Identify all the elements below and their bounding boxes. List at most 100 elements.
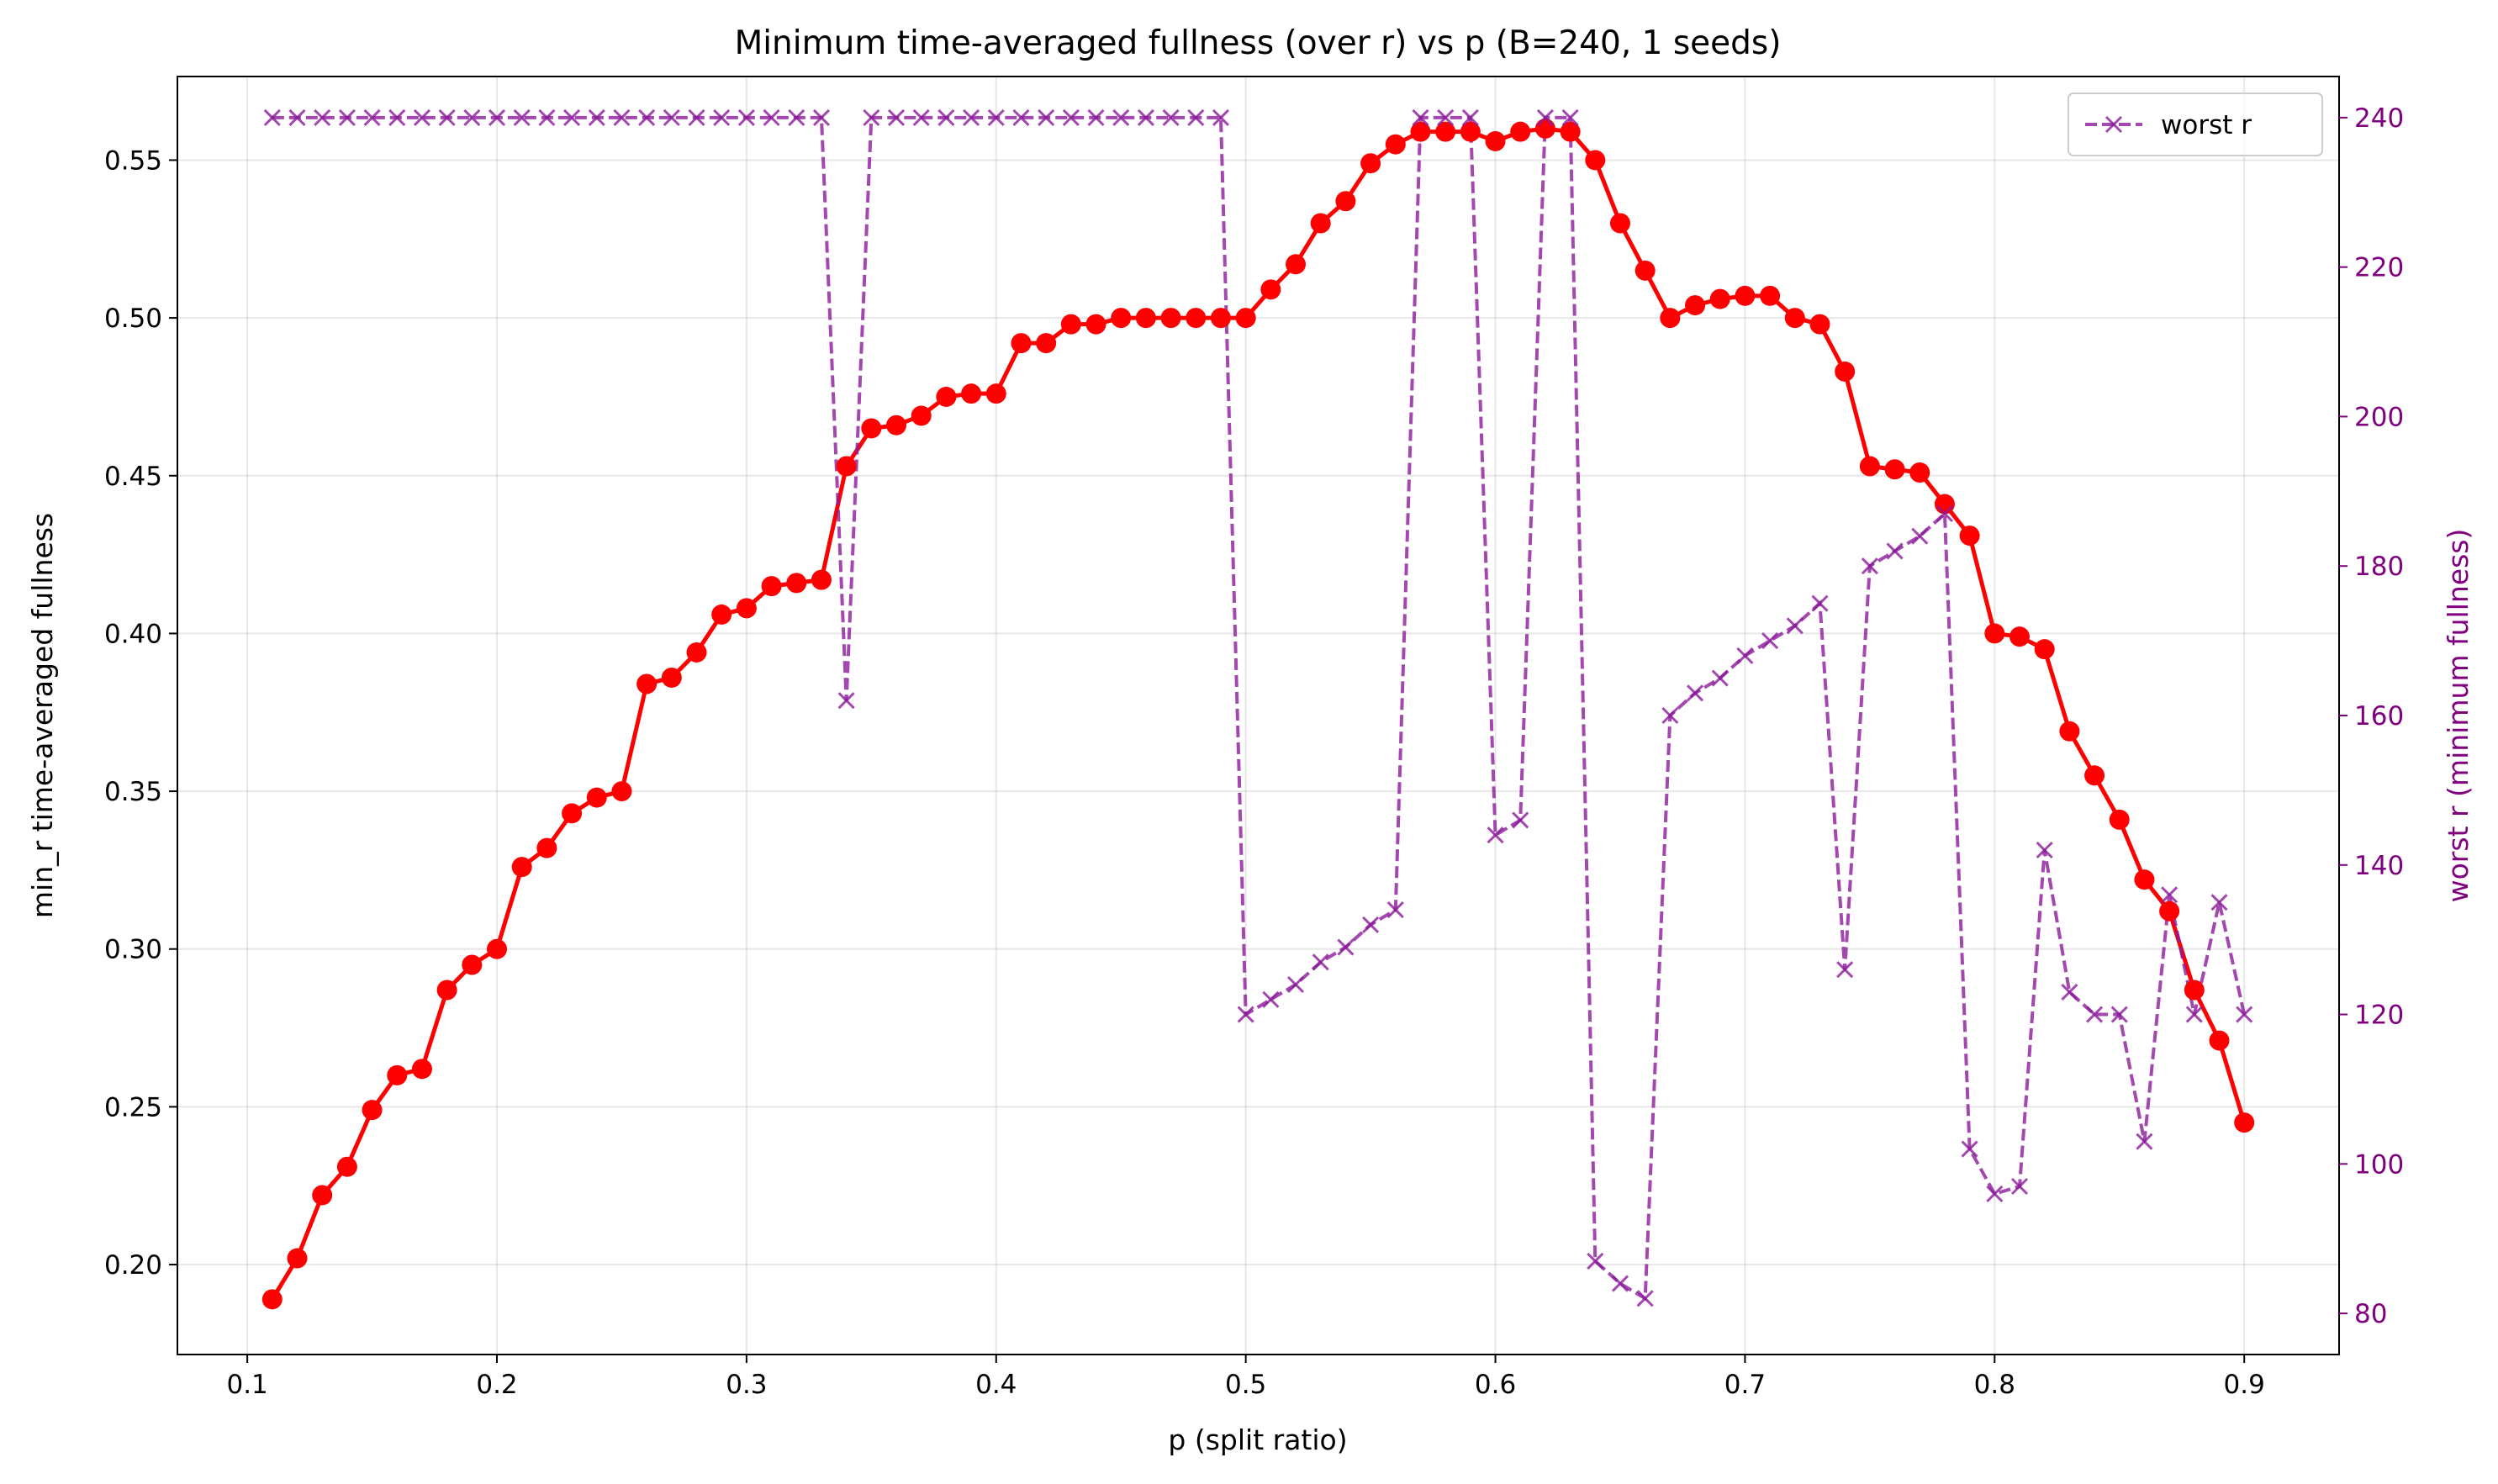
chart-title: Minimum time-averaged fullness (over r) … [735, 24, 1782, 62]
fullness-point [1809, 314, 1830, 335]
fullness-point [2159, 900, 2180, 922]
y-right-tick-label: 100 [2354, 1149, 2404, 1180]
worst-r-point [363, 108, 381, 126]
fullness-point [1135, 308, 1156, 329]
worst-r-point [488, 108, 506, 126]
worst-r-point [1711, 669, 1729, 687]
fullness-point [686, 642, 707, 663]
worst-r-point [638, 108, 656, 126]
y-right-tick-label: 240 [2354, 103, 2404, 134]
fullness-point [761, 576, 782, 597]
y-tick-label: 0.20 [104, 1250, 162, 1281]
worst-r-point [1811, 594, 1829, 612]
worst-r-point [2036, 841, 2053, 859]
fullness-point [1335, 191, 1356, 212]
fullness-point [661, 667, 682, 688]
worst-r-point [613, 108, 631, 126]
fullness-point [1235, 308, 1256, 329]
fullness-point [2084, 765, 2105, 786]
x-tick-label: 0.3 [726, 1370, 767, 1400]
fullness-point [586, 787, 607, 808]
fullness-point [1085, 314, 1106, 335]
fullness-point [287, 1248, 308, 1269]
worst-r-point [1362, 916, 1380, 933]
worst-r-point [1587, 1252, 1604, 1270]
fullness-point [1609, 213, 1630, 234]
worst-r-points [263, 108, 2253, 1307]
fullness-point [362, 1100, 383, 1121]
worst-r-point [1162, 108, 1180, 126]
worst-r-point [1012, 108, 1030, 126]
fullness-point [2209, 1030, 2230, 1051]
worst-r-point [588, 108, 605, 126]
fullness-point [1934, 494, 1955, 515]
worst-r-point [1412, 108, 1429, 126]
x-tick-label: 0.9 [2224, 1370, 2265, 1400]
fullness-point [1260, 279, 1281, 300]
worst-r-point [1286, 975, 1305, 994]
worst-r-point [1536, 108, 1554, 126]
worst-r-point [1437, 108, 1455, 126]
fullness-point [1560, 121, 1581, 142]
x-axis-label: p (split ratio) [1168, 1423, 1347, 1456]
x-axis: 0.1 0.2 0.3 0.4 0.5 0.6 0.7 0.8 0.9 [226, 1355, 2265, 1400]
x-tick-label: 0.5 [1225, 1370, 1266, 1400]
y-right-tick-label: 120 [2354, 1001, 2404, 1031]
fullness-point [2184, 980, 2205, 1001]
y-tick-label: 0.45 [104, 462, 162, 492]
worst-r-point [1686, 684, 1704, 702]
worst-r-point [2085, 1006, 2104, 1023]
grid [177, 77, 2339, 1355]
worst-r-point [1761, 632, 1779, 650]
worst-r-point [2236, 1006, 2253, 1023]
worst-r-point [763, 108, 780, 126]
fullness-point [436, 980, 457, 1001]
worst-r-point [1986, 1185, 2004, 1202]
y-axis-right-label: worst r (minimum fullness) [2442, 529, 2474, 903]
worst-r-point [1337, 938, 1355, 956]
worst-r-point [2136, 1133, 2153, 1150]
worst-r-point [1861, 557, 1878, 575]
fullness-point [1835, 361, 1856, 382]
fullness-point [1385, 134, 1406, 155]
worst-r-point [438, 108, 456, 126]
fullness-point [1784, 308, 1805, 329]
fullness-point [886, 415, 907, 436]
fullness-point [1160, 308, 1181, 329]
fullness-point [462, 954, 483, 975]
x-tick-label: 0.1 [226, 1370, 267, 1400]
worst-r-point [1512, 811, 1529, 829]
fullness-point [786, 573, 807, 594]
worst-r-point [1636, 1290, 1654, 1307]
fullness-point [1036, 333, 1057, 354]
worst-r-point [1886, 542, 1904, 560]
fullness-point [1060, 314, 1081, 335]
fullness-point [536, 837, 557, 858]
fullness-point [985, 383, 1006, 404]
fullness-point [1111, 308, 1132, 329]
worst-r-point [737, 108, 755, 126]
worst-r-point [912, 108, 930, 126]
fullness-point [2134, 869, 2155, 890]
x-tick-label: 0.8 [1974, 1370, 2015, 1400]
worst-r-point [288, 108, 306, 126]
worst-r-point [1611, 1275, 1629, 1292]
x-tick-label: 0.6 [1475, 1370, 1516, 1400]
worst-r-point [1936, 504, 1953, 523]
fullness-point [312, 1185, 333, 1206]
fullness-points [261, 118, 2255, 1310]
worst-r-point [1836, 961, 1854, 979]
worst-r-point [1786, 617, 1804, 635]
worst-r-point [1038, 108, 1055, 126]
fullness-point [487, 938, 508, 959]
fullness-point [1360, 153, 1381, 174]
fullness-point [1534, 118, 1555, 139]
y-tick-label: 0.25 [104, 1092, 162, 1122]
worst-r-point [1961, 1140, 1978, 1158]
y-right-tick-label: 220 [2354, 253, 2404, 283]
fullness-point [2009, 626, 2030, 647]
worst-r-point [937, 108, 955, 126]
worst-r-point [2161, 886, 2178, 904]
worst-r-point [837, 692, 855, 710]
x-tick-label: 0.2 [476, 1370, 517, 1400]
